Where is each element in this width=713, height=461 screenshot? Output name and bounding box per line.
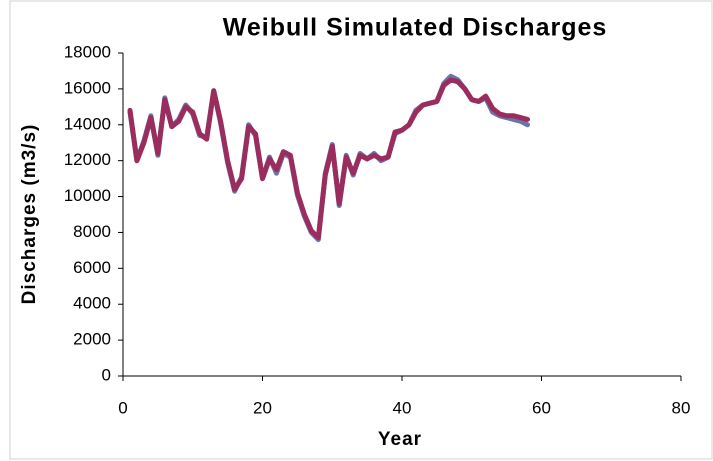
x-tick-label: 80 — [672, 398, 691, 417]
y-tick-label: 14000 — [64, 114, 111, 133]
y-tick-label: 10000 — [64, 186, 111, 205]
y-tick-label: 8000 — [73, 222, 111, 241]
y-tick-label: 16000 — [64, 78, 111, 97]
y-tick-label: 12000 — [64, 150, 111, 169]
x-tick-label: 40 — [393, 398, 412, 417]
y-tick-label: 18000 — [64, 42, 111, 61]
series-line — [127, 77, 530, 241]
x-tick-label: 60 — [532, 398, 551, 417]
y-tick-label: 6000 — [73, 258, 111, 277]
chart-title: Weibull Simulated Discharges — [223, 14, 608, 42]
y-tick-label: 2000 — [73, 330, 111, 349]
x-axis-title: Year — [378, 429, 422, 450]
chart-frame — [9, 0, 713, 460]
y-tick-label: 0 — [102, 365, 111, 384]
y-axis-title: Discharges (m3/s) — [19, 124, 40, 305]
x-tick-label: 0 — [118, 398, 127, 417]
x-tick-label: 20 — [253, 398, 272, 417]
y-tick-label: 4000 — [73, 294, 111, 313]
